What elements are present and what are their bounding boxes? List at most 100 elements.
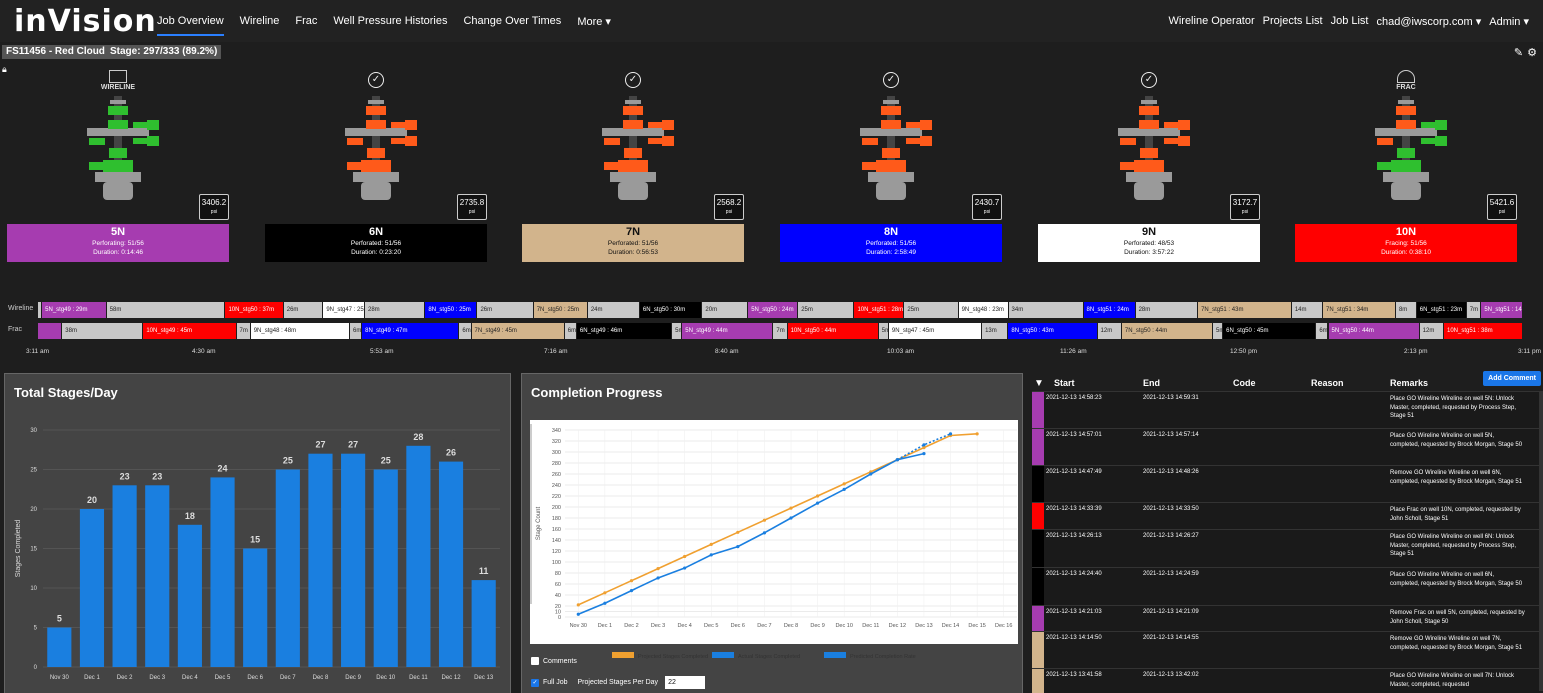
col-end[interactable]: End	[1143, 378, 1160, 388]
projected-stages-input[interactable]: 22	[665, 676, 706, 689]
filter-icon[interactable]: ▼	[1034, 378, 1044, 389]
data-point[interactable]	[842, 482, 846, 486]
table-scrollbar[interactable]	[1539, 391, 1543, 691]
timeline-segment[interactable]: 7N_stg50 : 44m	[1121, 323, 1213, 339]
timeline-segment[interactable]: 7N_stg51 : 43m	[1198, 302, 1291, 318]
timeline-segment[interactable]: 7m	[773, 323, 787, 339]
nav-projects-list[interactable]: Projects List	[1262, 15, 1323, 27]
timeline-segment[interactable]: 5m	[1213, 323, 1223, 339]
data-point[interactable]	[869, 472, 873, 476]
bar[interactable]	[243, 548, 268, 668]
nav-well-pressure-histories[interactable]: Well Pressure Histories	[333, 15, 448, 27]
col-remarks[interactable]: Remarks	[1390, 378, 1429, 388]
timeline-segment[interactable]: 6N_stg51 : 23m	[1416, 302, 1466, 318]
timeline-segment[interactable]: 24m	[587, 302, 639, 318]
timeline-segment[interactable]: 8N_stg50 : 43m	[1008, 323, 1097, 339]
timeline-segment[interactable]: 5N_stg50 : 24m	[748, 302, 798, 318]
timeline-segment[interactable]: 5m	[672, 323, 682, 339]
data-point[interactable]	[736, 545, 740, 549]
nav-wireline[interactable]: Wireline	[239, 15, 280, 27]
timeline-segment[interactable]: 26m	[477, 302, 533, 318]
nav-job-overview[interactable]: Job Overview	[149, 0, 232, 42]
table-row[interactable]: 2021-12-13 14:14:50 2021-12-13 14:14:55 Re…	[1032, 631, 1540, 668]
well-status-card[interactable]: 5N Perforating: 51/56 Duration: 0:14:46	[7, 224, 229, 262]
bar[interactable]	[145, 485, 170, 667]
full-job-checkbox[interactable]: ✓	[531, 678, 539, 687]
data-point[interactable]	[576, 612, 580, 616]
add-comment-button[interactable]: Add Comment	[1483, 371, 1541, 386]
timeline-segment[interactable]: 20m	[702, 302, 748, 318]
timeline-segment[interactable]: 5N_stg49 : 29m	[42, 302, 106, 318]
data-point[interactable]	[922, 443, 926, 447]
data-point[interactable]	[922, 452, 926, 456]
bar[interactable]	[210, 477, 235, 667]
comments-checkbox[interactable]	[531, 657, 539, 665]
timeline-segment[interactable]: 7m	[236, 323, 250, 339]
timeline-segment[interactable]: 6m	[349, 323, 362, 339]
data-point[interactable]	[922, 446, 926, 450]
table-row[interactable]: 2021-12-13 14:58:23 2021-12-13 14:59:31 Pl…	[1032, 391, 1540, 428]
data-point[interactable]	[762, 531, 767, 535]
timeline-segment[interactable]: 38m	[62, 323, 143, 339]
timeline-segment[interactable]: 8N_stg49 : 47m	[362, 323, 459, 339]
table-row[interactable]: 2021-12-13 14:57:01 2021-12-13 14:57:14 Pl…	[1032, 428, 1540, 465]
lock-icon[interactable]: 🔒︎	[2, 64, 7, 74]
data-point[interactable]	[603, 601, 607, 605]
data-point[interactable]	[975, 432, 979, 436]
timeline-segment[interactable]: 5N_stg49 : 44m	[682, 323, 773, 339]
timeline-segment[interactable]: 10N_stg49 : 45m	[143, 323, 236, 339]
timeline-segment[interactable]: 58m	[106, 302, 225, 318]
timeline-segment[interactable]: 10N_stg50 : 37m	[225, 302, 283, 318]
data-point[interactable]	[603, 591, 607, 595]
data-point[interactable]	[789, 516, 793, 520]
bar[interactable]	[341, 453, 366, 667]
data-point[interactable]	[683, 554, 687, 559]
timeline-segment[interactable]	[38, 323, 62, 339]
data-point[interactable]	[895, 458, 899, 462]
table-row[interactable]: 2021-12-13 14:26:13 2021-12-13 14:26:27 Pl…	[1032, 529, 1540, 567]
timeline-segment[interactable]: 5N_stg51 : 14m	[1481, 302, 1522, 318]
bar[interactable]	[438, 461, 464, 667]
nav-change-over-times[interactable]: Change Over Times	[463, 15, 562, 27]
timeline-segment[interactable]: 5m	[878, 323, 888, 339]
legend-label[interactable]: Predicted Completion Rate	[850, 654, 916, 660]
data-point[interactable]	[869, 470, 873, 474]
data-point[interactable]	[842, 487, 846, 491]
data-point[interactable]	[815, 501, 820, 505]
timeline-segment[interactable]: 5N_stg50 : 44m	[1328, 323, 1419, 339]
table-row[interactable]: 2021-12-13 14:33:39 2021-12-13 14:33:50 Pl…	[1032, 502, 1540, 529]
bar[interactable]	[308, 453, 333, 667]
well-status-card[interactable]: 7N Perforated: 51/56 Duration: 0:56:53	[522, 224, 744, 262]
bar[interactable]	[471, 580, 496, 667]
timeline-segment[interactable]: 28m	[364, 302, 425, 318]
timeline-segment[interactable]: 6N_stg50 : 30m	[639, 302, 702, 318]
bar[interactable]	[275, 469, 300, 668]
bar[interactable]	[373, 469, 398, 668]
timeline-segment[interactable]: 6N_stg50 : 45m	[1223, 323, 1316, 339]
timeline-segment[interactable]: 7N_stg51 : 34m	[1323, 302, 1395, 318]
table-row[interactable]: 2021-12-13 14:47:49 2021-12-13 14:48:26 Re…	[1032, 465, 1540, 502]
nav-more-dropdown[interactable]: More ▾	[577, 15, 611, 28]
data-point[interactable]	[683, 566, 687, 570]
bar[interactable]	[177, 524, 202, 667]
data-point[interactable]	[736, 530, 740, 534]
gear-icon[interactable]: ⚙	[1527, 47, 1537, 59]
timeline-segment[interactable]: 6m	[459, 323, 471, 339]
timeline-segment[interactable]: 25m	[798, 302, 854, 318]
timeline-segment[interactable]: 8N_stg50 : 25m	[425, 302, 477, 318]
data-point[interactable]	[709, 553, 713, 557]
col-reason[interactable]: Reason	[1311, 378, 1344, 388]
timeline-segment[interactable]: 6m	[1316, 323, 1328, 339]
col-code[interactable]: Code	[1233, 378, 1256, 388]
data-point[interactable]	[629, 579, 634, 583]
bar[interactable]	[47, 627, 72, 668]
nav-wireline-operator[interactable]: Wireline Operator	[1168, 15, 1255, 27]
timeline-segment[interactable]: 10N_stg50 : 44m	[787, 323, 878, 339]
app-logo[interactable]: inVision	[14, 3, 157, 39]
timeline-segment[interactable]: 8m	[1395, 302, 1416, 318]
data-point[interactable]	[656, 576, 660, 580]
timeline-segment[interactable]: 34m	[1008, 302, 1083, 318]
legend-label[interactable]: Actual Stages Completed	[738, 654, 800, 660]
series-line[interactable]	[896, 433, 951, 461]
well-status-card[interactable]: 6N Perforated: 51/56 Duration: 0:23:20	[265, 224, 487, 262]
